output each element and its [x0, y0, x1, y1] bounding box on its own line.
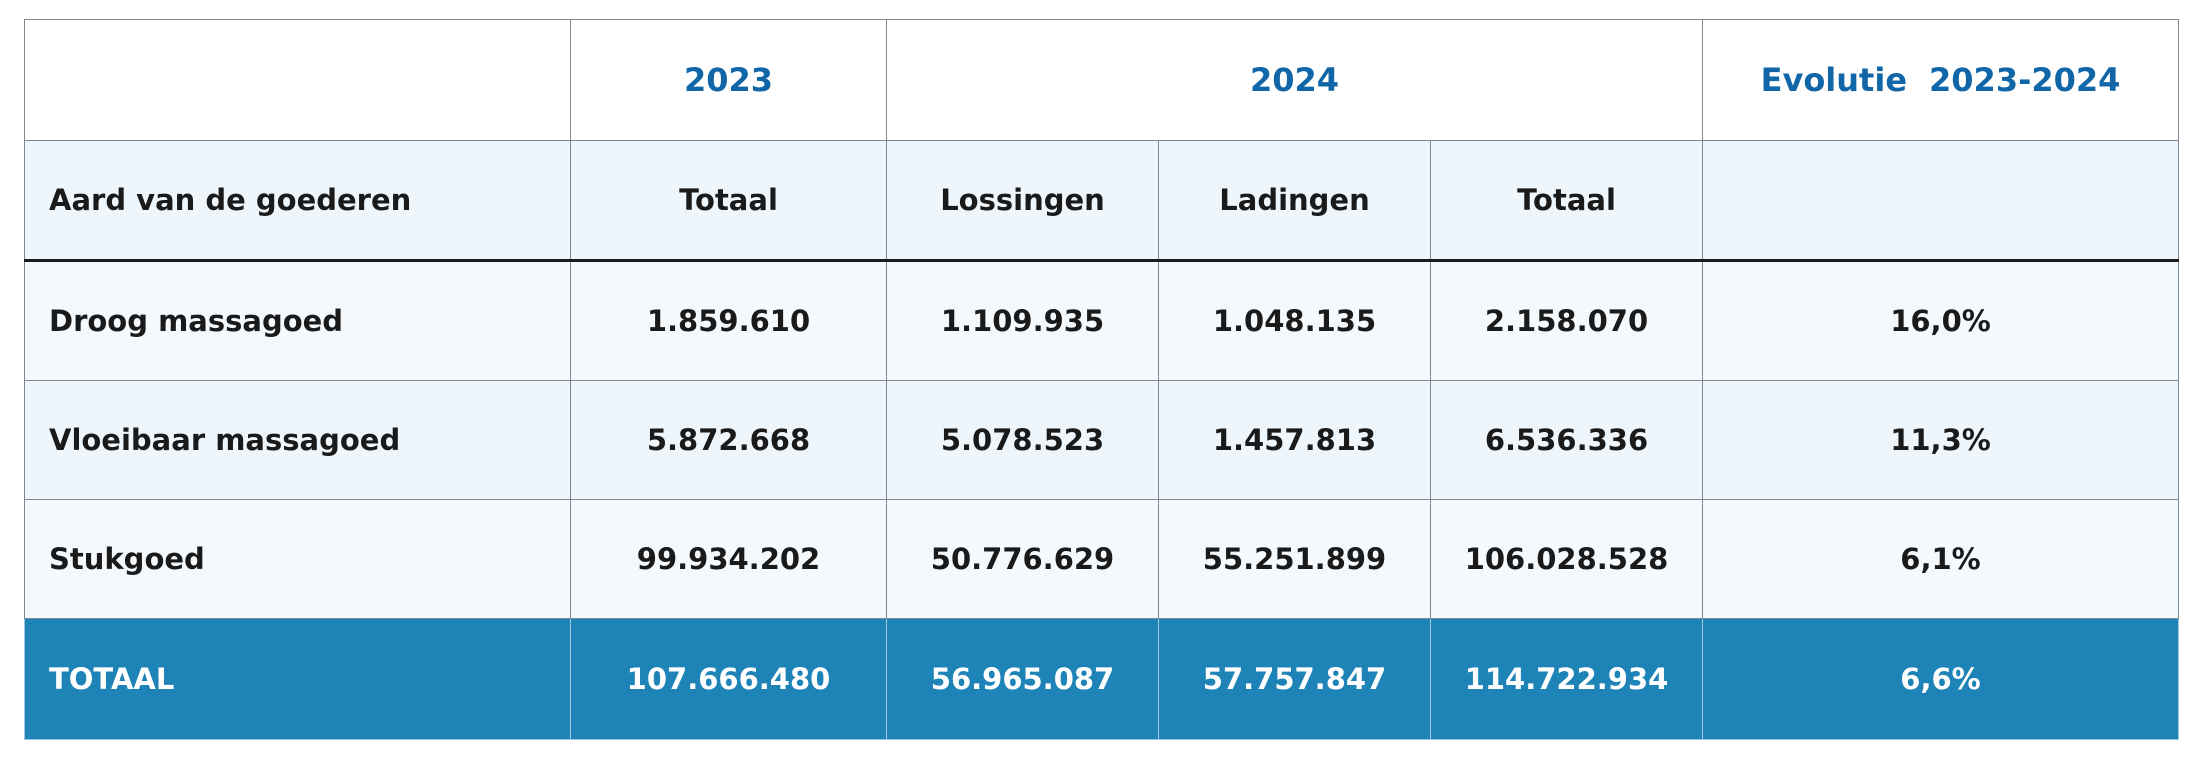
goods-table-container: 2023 2024 Evolutie 2023-2024 Aard van de … — [24, 19, 2180, 740]
category-cell: Vloeibaar massagoed — [24, 380, 571, 500]
column-header-row: Aard van de goederen Totaal Lossingen La… — [24, 140, 2180, 262]
total-label-cell: TOTAAL — [24, 618, 571, 740]
loadings-cell: 1.457.813 — [1158, 380, 1431, 500]
evolution-header: Evolutie 2023-2024 — [1702, 19, 2180, 141]
loadings-cell: 55.251.899 — [1158, 499, 1431, 619]
evolution-cell: 11,3% — [1702, 380, 2180, 500]
evolution-word: Evolutie — [1760, 61, 1908, 99]
total-2024-cell: 106.028.528 — [1429, 499, 1704, 619]
unloadings-column-header: Lossingen — [886, 140, 1159, 262]
evolution-cell: 6,1% — [1702, 499, 2180, 619]
unloadings-cell: 50.776.629 — [886, 499, 1159, 619]
empty-corner-cell — [24, 19, 571, 141]
total-row: TOTAAL 107.666.480 56.965.087 57.757.847… — [24, 618, 2180, 740]
table-row: Vloeibaar massagoed 5.872.668 5.078.523 … — [24, 380, 2180, 500]
total-2024-cell: 6.536.336 — [1429, 380, 1704, 500]
evolution-cell: 16,0% — [1702, 260, 2180, 381]
total-2023-column-header: Totaal — [570, 140, 887, 262]
total-2023-cell: 1.859.610 — [570, 260, 887, 381]
year-2024-header: 2024 — [885, 19, 1704, 141]
evolution-cell: 6,6% — [1702, 618, 2180, 740]
evolution-range: 2023-2024 — [1929, 61, 2121, 99]
loadings-column-header: Ladingen — [1158, 140, 1431, 262]
unloadings-cell: 5.078.523 — [886, 380, 1159, 500]
table-row: Droog massagoed 1.859.610 1.109.935 1.04… — [24, 260, 2180, 381]
category-cell: Droog massagoed — [24, 260, 571, 381]
unloadings-cell: 1.109.935 — [886, 260, 1159, 381]
loadings-cell: 1.048.135 — [1158, 260, 1431, 381]
total-2024-cell: 2.158.070 — [1429, 260, 1704, 381]
year-header-row: 2023 2024 Evolutie 2023-2024 — [24, 19, 2180, 141]
year-2023-header: 2023 — [570, 19, 887, 141]
goods-traffic-table: 2023 2024 Evolutie 2023-2024 Aard van de … — [24, 19, 2180, 740]
total-2023-cell: 99.934.202 — [570, 499, 887, 619]
unloadings-cell: 56.965.087 — [886, 618, 1159, 740]
total-2023-cell: 107.666.480 — [570, 618, 887, 740]
category-column-header: Aard van de goederen — [24, 140, 571, 262]
category-cell: Stukgoed — [24, 499, 571, 619]
total-2024-column-header: Totaal — [1429, 140, 1704, 262]
total-2023-cell: 5.872.668 — [570, 380, 887, 500]
loadings-cell: 57.757.847 — [1158, 618, 1431, 740]
total-2024-cell: 114.722.934 — [1429, 618, 1704, 740]
evolution-column-header — [1702, 140, 2180, 262]
table-row: Stukgoed 99.934.202 50.776.629 55.251.89… — [24, 499, 2180, 619]
